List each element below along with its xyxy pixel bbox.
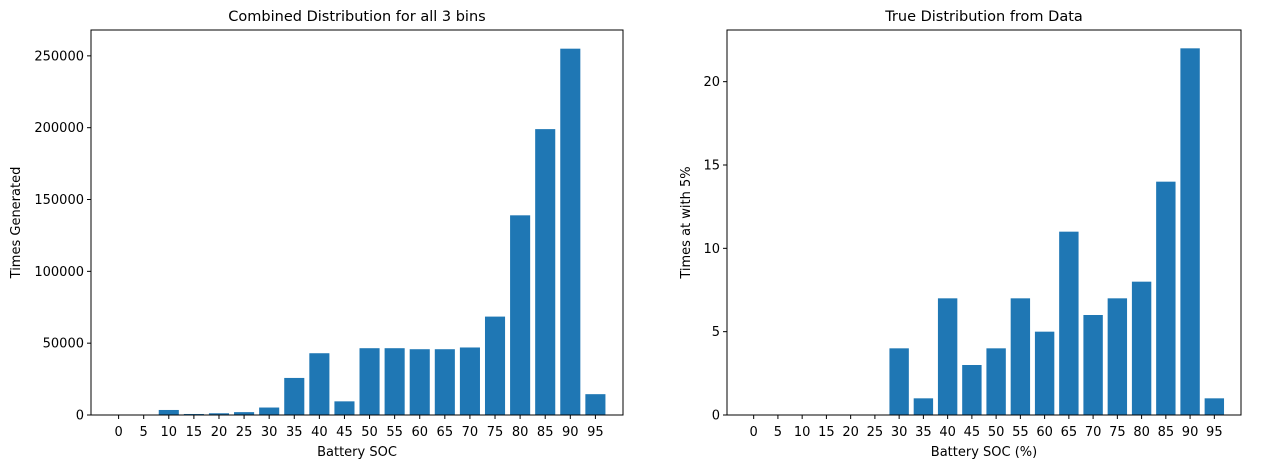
left-chart-bar-55 <box>384 348 405 415</box>
right-chart-xtick-label: 20 <box>842 425 859 440</box>
left-chart-xtick-label: 55 <box>386 425 403 440</box>
right-chart-xtick-label: 50 <box>988 425 1005 440</box>
left-chart-bar-90 <box>560 48 581 416</box>
right-chart-bar-70 <box>1083 315 1103 415</box>
left-chart-bar-45 <box>334 401 355 415</box>
left-chart-xtick-label: 75 <box>487 425 504 440</box>
right-chart-xtick-label: 5 <box>774 425 782 440</box>
left-chart-xtick-label: 10 <box>161 425 178 440</box>
right-chart-title: True Distribution from Data <box>884 9 1083 25</box>
left-chart-xtick-label: 15 <box>186 425 203 440</box>
left-chart-xtick-label: 35 <box>286 425 303 440</box>
right-chart-xtick-label: 90 <box>1182 425 1199 440</box>
right-chart-xtick-label: 75 <box>1109 425 1126 440</box>
right-chart-bar-40 <box>937 298 958 415</box>
right-chart-bar-90 <box>1180 48 1200 415</box>
left-chart-xtick-label: 5 <box>140 425 148 440</box>
right-chart-plot-area: 0 5 10 15 20 25 30 35 40 45 50 55 60 65 70 75 80 85 90 95 0 5… <box>703 29 1242 440</box>
right-chart-ytick-label: 20 <box>703 75 720 90</box>
right-chart-bar-65 <box>1059 231 1079 415</box>
right-chart-xtick-label: 35 <box>915 425 932 440</box>
right-chart-bar-45 <box>962 365 982 415</box>
left-chart-plot-area: 0 5 10 15 20 25 30 35 40 45 50 55 60 65 70 75 80 85 90 95 0 5… <box>34 29 624 440</box>
left-chart-ytick-label: 100000 <box>34 265 84 280</box>
left-chart-title: Combined Distribution for all 3 bins <box>228 9 485 25</box>
left-chart-xtick-label: 90 <box>562 425 579 440</box>
right-chart-xtick-label: 80 <box>1133 425 1150 440</box>
right-chart-bar-75 <box>1107 298 1128 415</box>
left-chart-xtick-label: 50 <box>361 425 378 440</box>
left-chart-xtick-label: 25 <box>236 425 253 440</box>
left-chart-xlabel: Battery SOC <box>317 445 397 460</box>
right-chart-xtick-label: 40 <box>939 425 956 440</box>
right-chart-ytick-label: 10 <box>703 242 720 257</box>
left-chart: Combined Distribution for all 3 bins Bat… <box>9 9 624 460</box>
left-chart-ytick-label: 250000 <box>34 49 84 64</box>
left-chart-xtick-label: 95 <box>587 425 604 440</box>
right-chart-bar-95 <box>1204 398 1225 415</box>
left-chart-bar-65 <box>434 349 455 415</box>
right-chart-ytick-label: 15 <box>703 159 720 174</box>
left-chart-xtick-label: 20 <box>211 425 228 440</box>
left-chart-bar-25 <box>234 412 255 415</box>
left-chart-bar-60 <box>409 349 430 415</box>
left-chart-xtick-label: 40 <box>311 425 328 440</box>
right-chart-bar-85 <box>1156 181 1176 415</box>
right-chart-bar-35 <box>913 398 934 415</box>
right-chart-ytick-label: 0 <box>712 409 720 424</box>
right-chart-xtick-label: 0 <box>750 425 758 440</box>
right-chart-xtick-label: 70 <box>1085 425 1102 440</box>
right-chart-bar-50 <box>986 348 1006 415</box>
right-chart-bar-80 <box>1131 281 1152 415</box>
right-chart-axes-frame <box>726 29 1242 416</box>
right-chart-xtick-label: 15 <box>818 425 835 440</box>
left-chart-bar-15 <box>183 413 204 415</box>
left-chart-bar-35 <box>284 377 305 415</box>
left-chart-xtick-label: 70 <box>462 425 479 440</box>
left-chart-xtick-label: 80 <box>512 425 529 440</box>
left-chart-ytick-label: 150000 <box>34 193 84 208</box>
left-chart-xtick-label: 65 <box>437 425 454 440</box>
right-chart-bar-55 <box>1010 298 1031 415</box>
right-chart-xtick-label: 25 <box>867 425 884 440</box>
left-chart-ytick-label: 50000 <box>43 337 84 352</box>
right-chart: True Distribution from Data Battery SOC … <box>679 9 1242 460</box>
left-chart-bar-75 <box>484 316 506 415</box>
left-chart-bar-85 <box>535 129 556 415</box>
left-chart-bar-95 <box>585 394 606 415</box>
left-chart-xtick-label: 60 <box>411 425 428 440</box>
right-chart-xtick-label: 30 <box>891 425 908 440</box>
right-chart-xtick-label: 10 <box>794 425 811 440</box>
left-chart-axes-frame <box>90 29 624 416</box>
left-chart-ylabel: Times Generated <box>9 167 24 280</box>
left-chart-xtick-label: 30 <box>261 425 278 440</box>
right-chart-xtick-label: 95 <box>1206 425 1223 440</box>
right-chart-bar-30 <box>889 348 909 415</box>
left-chart-bar-10 <box>158 409 179 415</box>
left-chart-bar-20 <box>208 413 230 415</box>
right-chart-xtick-label: 65 <box>1061 425 1078 440</box>
right-chart-xtick-label: 55 <box>1012 425 1029 440</box>
right-chart-bar-60 <box>1034 331 1055 415</box>
left-chart-ytick-label: 0 <box>76 409 84 424</box>
left-chart-xtick-label: 85 <box>537 425 554 440</box>
left-chart-xtick-label: 0 <box>114 425 122 440</box>
left-chart-bar-70 <box>459 347 480 415</box>
left-chart-xtick-label: 45 <box>336 425 353 440</box>
right-chart-xtick-label: 85 <box>1158 425 1175 440</box>
left-chart-ytick-label: 200000 <box>34 121 84 136</box>
left-chart-bar-80 <box>510 215 531 415</box>
right-chart-xtick-label: 60 <box>1036 425 1053 440</box>
left-chart-bar-50 <box>359 348 380 415</box>
left-chart-bar-30 <box>259 407 280 415</box>
right-chart-xlabel: Battery SOC (%) <box>931 445 1037 460</box>
right-chart-xtick-label: 45 <box>964 425 981 440</box>
right-chart-ylabel: Times at with 5% <box>679 166 694 279</box>
right-chart-ytick-label: 5 <box>712 325 720 340</box>
left-chart-bar-40 <box>309 353 330 415</box>
